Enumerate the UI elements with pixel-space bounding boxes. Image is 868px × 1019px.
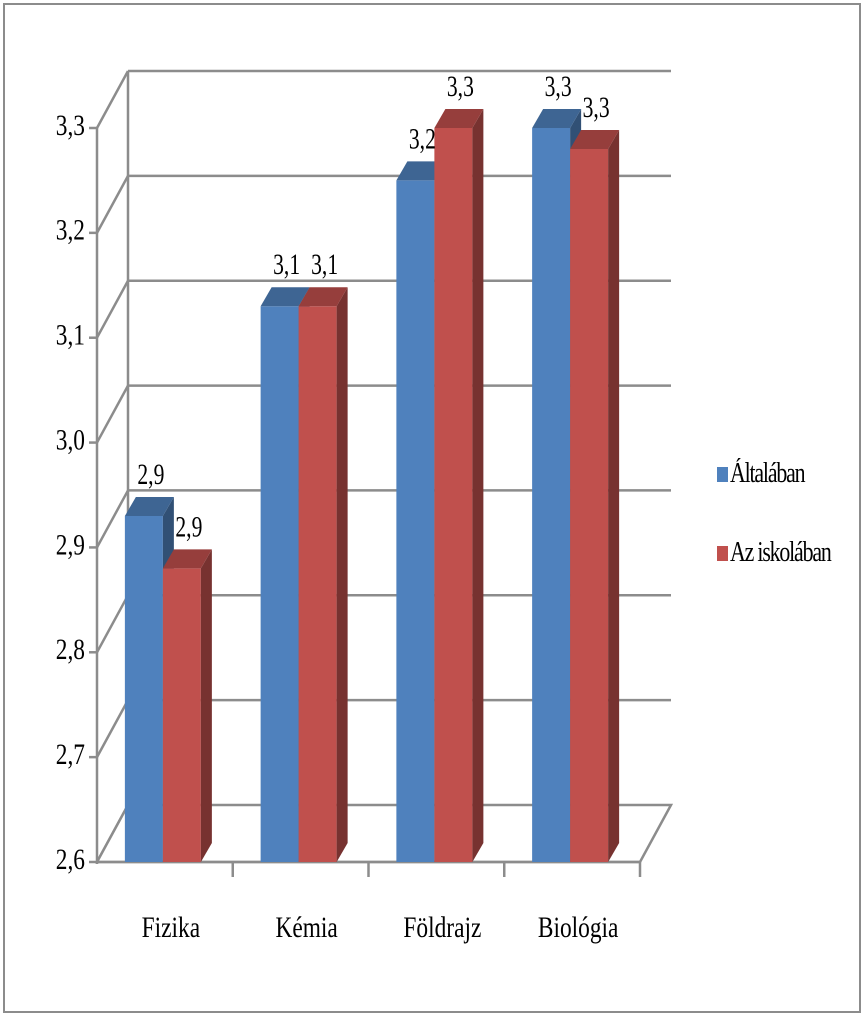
side-wall-diagonal xyxy=(95,70,130,129)
data-label: 3,3 xyxy=(583,90,610,123)
side-wall-diagonal xyxy=(95,175,130,234)
bar-front xyxy=(124,515,163,862)
data-label: 3,1 xyxy=(311,248,338,281)
x-tick-label: Biológia xyxy=(538,910,619,943)
data-label: 3,3 xyxy=(545,69,572,102)
y-tick-label: 2,6 xyxy=(56,842,85,875)
tick-labels: 2,6 2,7 2,8 2,9 3,0 3,1 3,2 3,3 Fizika Kémia Földr… xyxy=(56,108,619,943)
y-tick-label: 3,3 xyxy=(56,108,85,141)
bar-side xyxy=(608,129,620,862)
bar-top xyxy=(298,287,348,307)
bar-top xyxy=(124,496,174,516)
side-wall-diagonal xyxy=(95,489,130,549)
data-label: 2,9 xyxy=(137,457,164,490)
y-tick-label: 3,1 xyxy=(56,318,85,351)
data-label: 3,3 xyxy=(447,69,474,102)
x-tick-label: Fizika xyxy=(142,910,201,943)
bar-top xyxy=(434,109,484,128)
legend-item-series-2: Az iskolában xyxy=(717,537,867,569)
bar-side xyxy=(336,287,348,862)
y-tick-label: 3,2 xyxy=(56,213,85,246)
bar-top xyxy=(396,161,446,181)
y-tick-label: 2,7 xyxy=(56,737,85,770)
y-tick-label: 2,9 xyxy=(56,528,85,561)
bar xyxy=(162,549,212,862)
bar-side xyxy=(472,109,484,862)
bar-front xyxy=(298,306,337,862)
bar xyxy=(298,287,348,862)
bar-front xyxy=(434,128,473,862)
bar-top xyxy=(570,129,620,149)
legend: Általában Az iskolában xyxy=(717,458,867,616)
side-wall-diagonal xyxy=(95,280,130,339)
bar-front xyxy=(532,128,571,862)
legend-label-series-2: Az iskolában xyxy=(730,537,832,568)
side-wall-diagonal xyxy=(95,699,130,758)
legend-swatch-series-1 xyxy=(717,466,728,482)
side-wall-diagonal xyxy=(95,594,130,653)
x-tick-label: Földrajz xyxy=(403,910,481,943)
bar-front xyxy=(260,306,299,862)
legend-swatch-series-2 xyxy=(717,545,728,561)
legend-item-series-1: Általában xyxy=(717,458,867,490)
data-label: 2,9 xyxy=(175,510,202,543)
legend-label-series-1: Általában xyxy=(730,458,806,489)
data-labels: 2,9 2,9 3,1 3,1 3,2 3,3 3,3 3,3 xyxy=(137,69,609,543)
bar-side xyxy=(200,549,212,862)
bar-top xyxy=(260,287,310,307)
data-label: 3,2 xyxy=(409,122,436,155)
bars xyxy=(124,109,620,862)
x-tick-label: Kémia xyxy=(275,910,337,943)
bar xyxy=(434,109,484,862)
bar-top xyxy=(532,109,582,128)
side-wall-diagonal xyxy=(95,384,130,444)
bar xyxy=(570,129,620,862)
y-tick-label: 2,8 xyxy=(56,632,85,665)
bar-front xyxy=(396,180,435,862)
bar-front xyxy=(162,568,201,862)
y-tick-label: 3,0 xyxy=(56,423,85,456)
bar-front xyxy=(570,148,609,862)
data-label: 3,1 xyxy=(273,248,300,281)
bar-top xyxy=(162,549,212,569)
